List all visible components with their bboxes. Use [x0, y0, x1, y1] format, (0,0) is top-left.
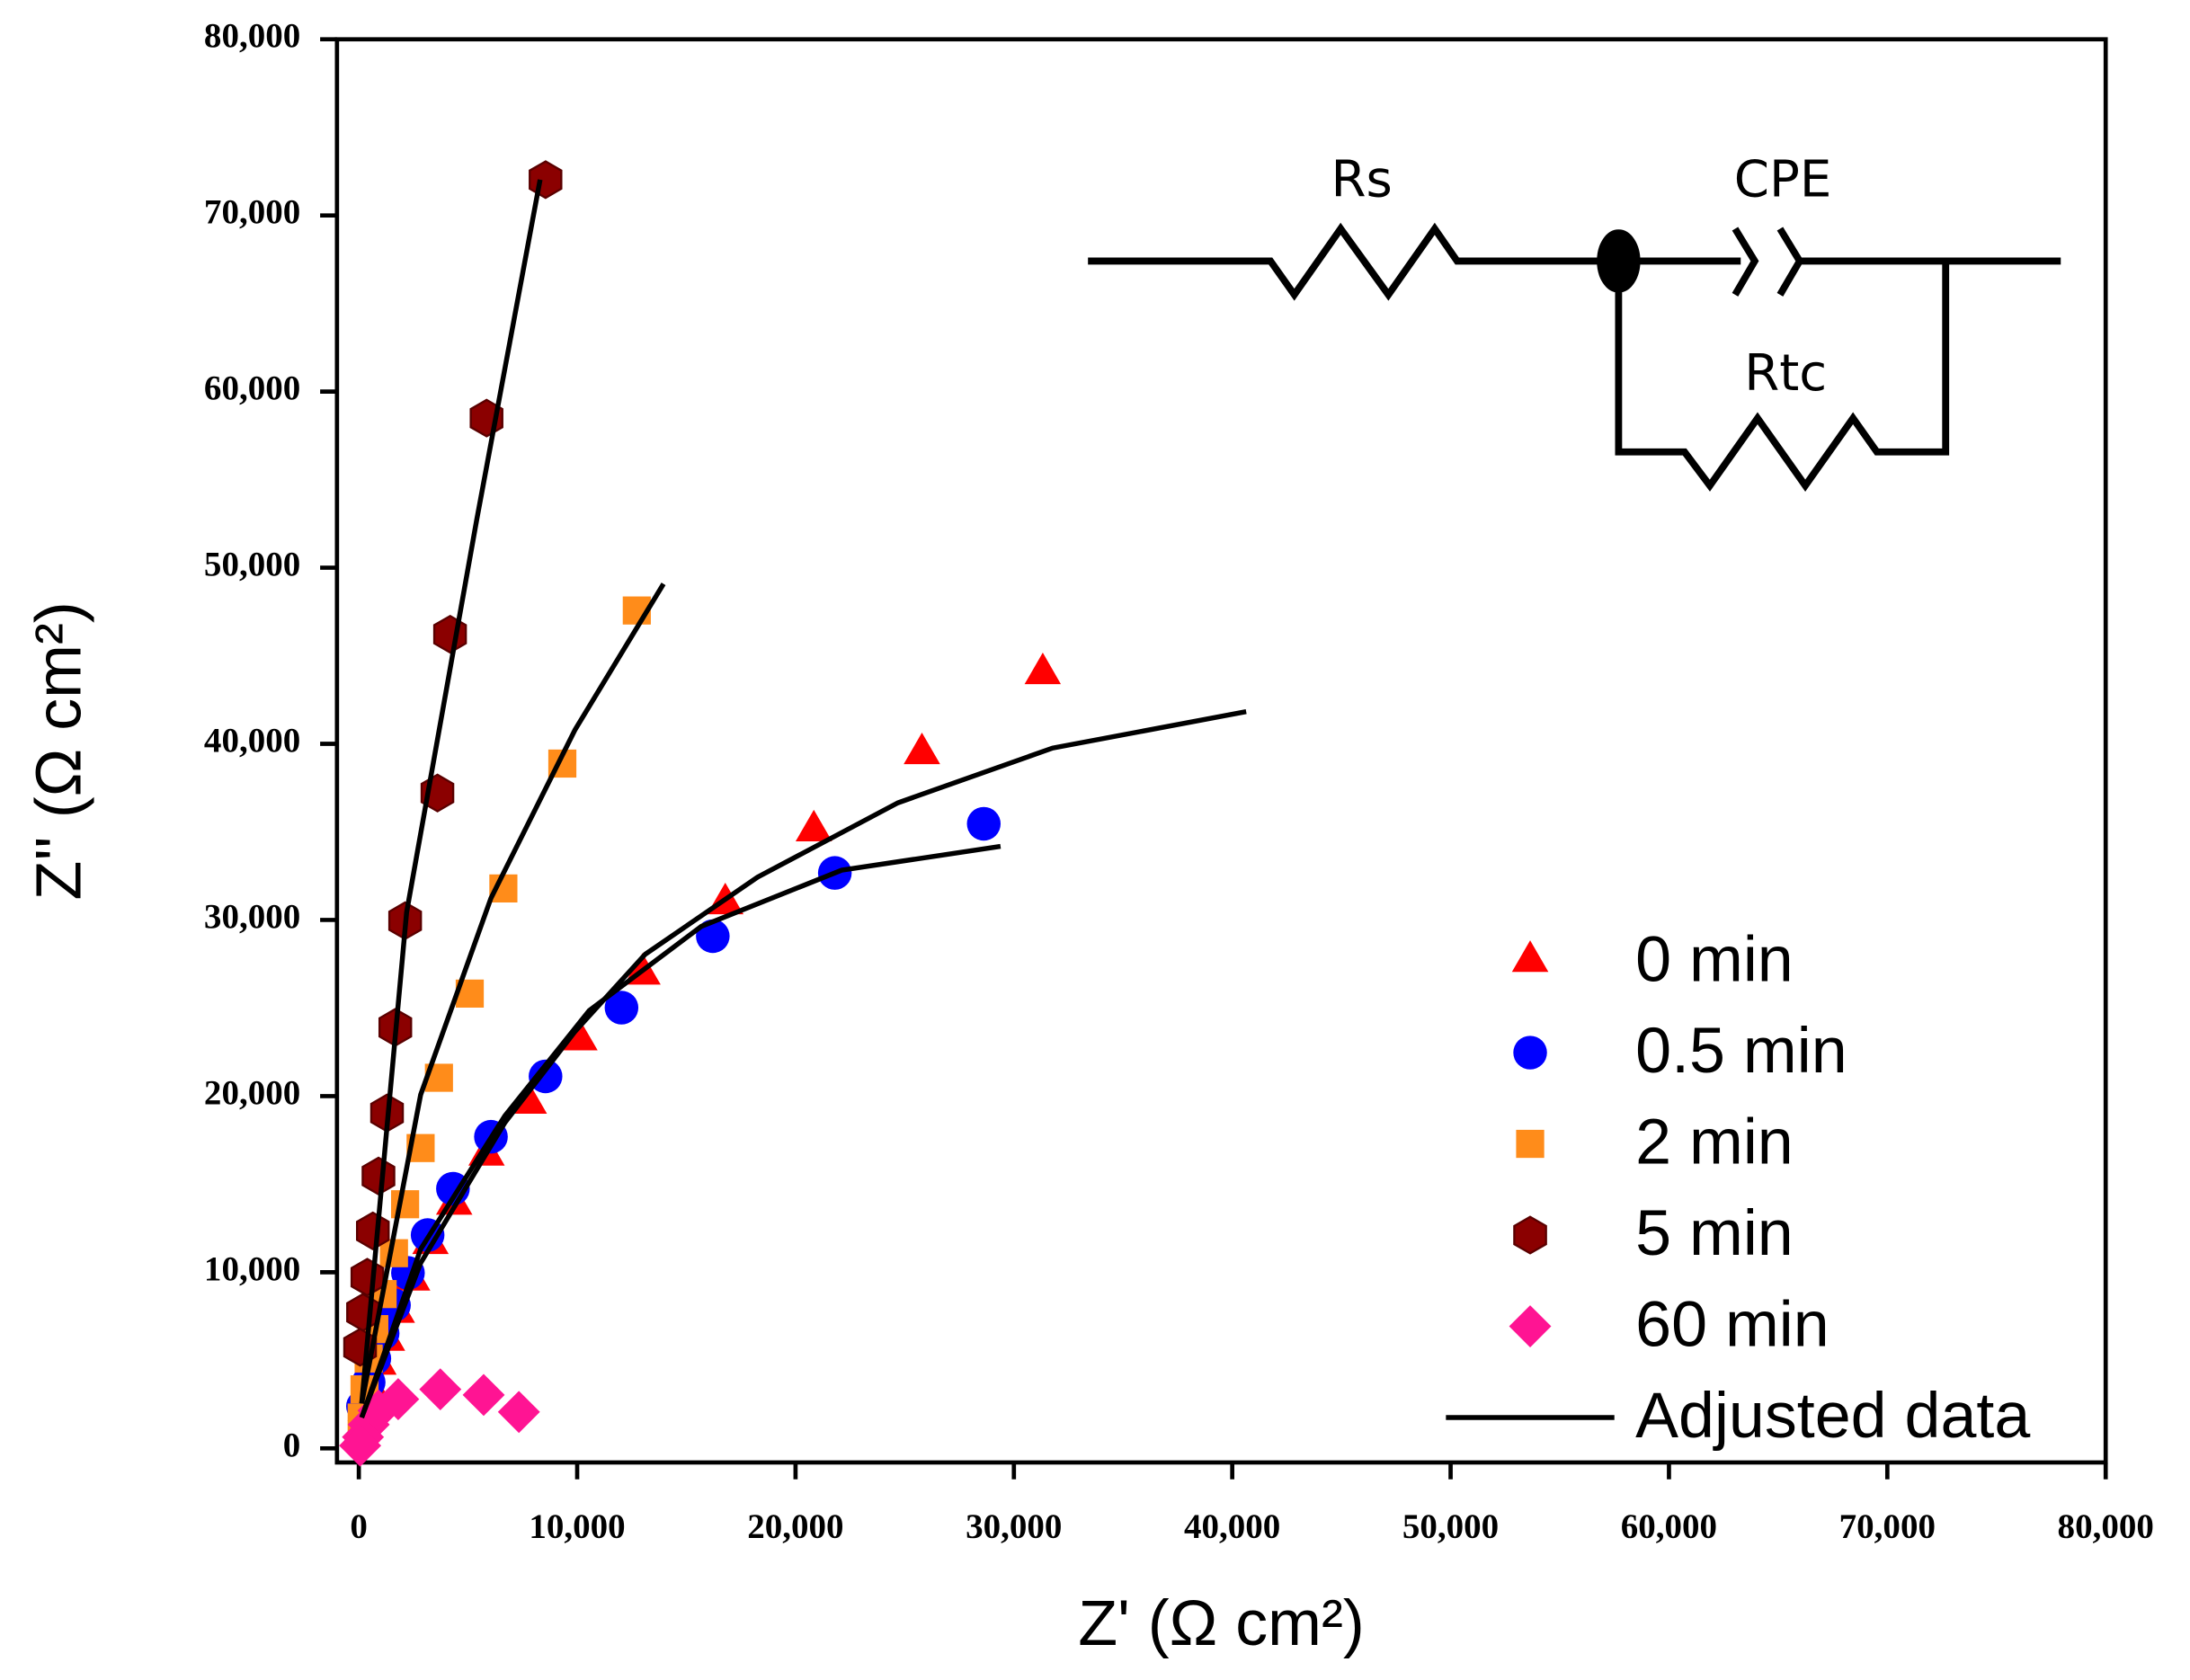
x-tick-label: 80,000: [2058, 1507, 2154, 1546]
marker: [561, 1018, 598, 1051]
marker: [355, 1211, 390, 1251]
y-tick-label: 20,000: [204, 1073, 300, 1112]
circuit-label: CPE: [1734, 151, 1832, 209]
marker: [1509, 1305, 1552, 1347]
marker: [966, 806, 1002, 841]
y-axis-label: Z'' (Ω cm²): [22, 601, 94, 900]
marker: [497, 1391, 540, 1434]
marker: [391, 1190, 420, 1219]
circuit-node: [1597, 229, 1641, 293]
legend-label: 0 min: [1635, 924, 1794, 996]
plot-frame: [334, 37, 2108, 1465]
cpe-plate: [1776, 227, 1804, 297]
fit-line: [359, 708, 1247, 1418]
x-tick-label: 70,000: [1839, 1507, 1936, 1546]
legend-label: 60 min: [1635, 1289, 1829, 1361]
y-tick-label: 80,000: [204, 17, 300, 56]
circuit-wire: [1088, 222, 1741, 301]
circuit-label: Rtc: [1744, 344, 1827, 403]
x-tick-label: 0: [350, 1507, 368, 1546]
circuit-wire: [1615, 261, 1950, 492]
marker: [361, 1156, 396, 1196]
marker: [1511, 940, 1549, 973]
legend-label: Adjusted data: [1635, 1380, 2030, 1452]
data-layer: [339, 160, 1247, 1467]
y-tick-label: 40,000: [204, 721, 300, 760]
marker: [1513, 1215, 1547, 1255]
legend-label: 5 min: [1635, 1197, 1794, 1269]
x-tick-label: 10,000: [529, 1507, 625, 1546]
fit-line: [359, 582, 666, 1404]
circuit-inset: [1088, 222, 2061, 492]
marker: [529, 160, 563, 200]
x-tick-label: 30,000: [966, 1507, 1062, 1546]
marker: [419, 1368, 462, 1411]
fit-line: [359, 843, 1002, 1418]
marker: [346, 1293, 380, 1332]
marker: [604, 991, 639, 1025]
marker: [1513, 1036, 1547, 1070]
cpe-plate: [1732, 227, 1759, 297]
marker: [1516, 1129, 1545, 1159]
circuit-label: Rs: [1331, 151, 1392, 209]
y-tick-label: 0: [283, 1426, 301, 1464]
marker: [1024, 653, 1062, 685]
marker: [350, 1258, 385, 1297]
y-tick-label: 70,000: [204, 193, 300, 232]
x-tick-label: 50,000: [1402, 1507, 1499, 1546]
legend: 0 min 0.5 min 2 min 5 min 60 min Adjusted dat…: [1446, 924, 2030, 1452]
y-tick-label: 60,000: [204, 369, 300, 408]
fit-line: [359, 179, 543, 1404]
marker: [795, 809, 832, 842]
marker: [432, 614, 467, 654]
x-tick-label: 40,000: [1184, 1507, 1280, 1546]
marker: [462, 1373, 505, 1417]
legend-label: 2 min: [1635, 1107, 1794, 1178]
x-tick-label: 20,000: [747, 1507, 843, 1546]
y-tick-label: 30,000: [204, 897, 300, 936]
y-tick-label: 10,000: [204, 1249, 300, 1288]
x-tick-label: 60,000: [1621, 1507, 1717, 1546]
y-tick-label: 50,000: [204, 546, 300, 584]
x-axis-label: Z' (Ω cm²): [1078, 1587, 1365, 1659]
marker: [904, 733, 940, 765]
legend-label: 0.5 min: [1635, 1015, 1847, 1087]
